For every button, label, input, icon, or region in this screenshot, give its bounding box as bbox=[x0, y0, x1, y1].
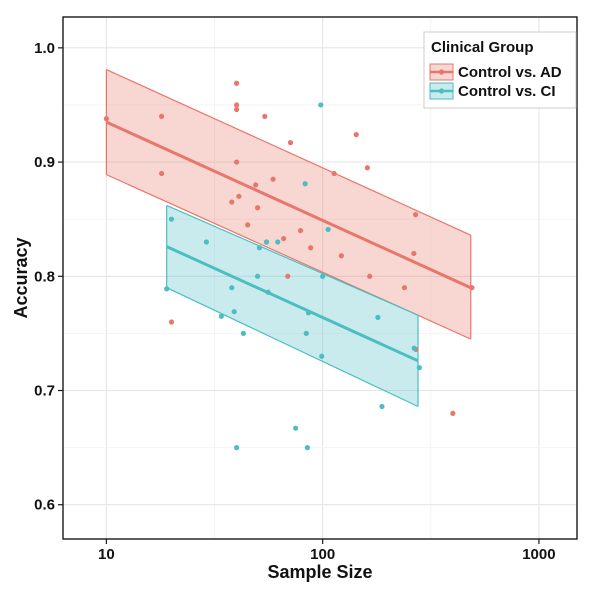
data-point-ad bbox=[233, 159, 240, 165]
y-axis-title: Accuracy bbox=[11, 237, 31, 318]
data-point-ad bbox=[411, 250, 417, 257]
plot-border bbox=[62, 16, 578, 540]
data-point-ci bbox=[203, 239, 209, 245]
data-point-ci bbox=[254, 273, 261, 279]
data-point-ad bbox=[281, 235, 287, 242]
data-point-ci bbox=[320, 273, 326, 279]
data-point-ci bbox=[325, 226, 331, 233]
y-tick-label: 0.9 bbox=[34, 154, 55, 171]
data-point-ad bbox=[285, 273, 291, 279]
legend-entry-ad: Control vs. AD bbox=[429, 63, 562, 81]
data-point-ci bbox=[168, 216, 175, 222]
confidence-upper-edge-ad bbox=[106, 68, 472, 236]
data-point-ad bbox=[412, 212, 419, 218]
data-point-ad bbox=[168, 319, 175, 325]
y-axis: 0.6 0.7 0.8 0.9 1.0 bbox=[34, 40, 63, 514]
data-point-ci bbox=[293, 425, 299, 431]
data-point-ad bbox=[159, 113, 165, 119]
x-axis-title: Sample Size bbox=[267, 562, 372, 582]
data-point-ci bbox=[304, 445, 310, 451]
x-tick-label: 1000 bbox=[522, 546, 555, 563]
fit-line-ci bbox=[166, 245, 419, 363]
data-point-ci bbox=[318, 102, 324, 108]
data-point-ad bbox=[103, 116, 109, 122]
data-point-ad bbox=[287, 140, 294, 146]
data-point-ad bbox=[262, 113, 268, 119]
data-point-ad bbox=[253, 182, 259, 188]
x-tick-label: 10 bbox=[98, 546, 115, 563]
y-tick-label: 1.0 bbox=[34, 40, 55, 57]
data-point-ad bbox=[450, 410, 456, 416]
fit-lines bbox=[105, 120, 472, 363]
data-point-ad bbox=[367, 273, 373, 279]
data-point-ad bbox=[364, 165, 370, 171]
x-tick-label: 100 bbox=[310, 546, 335, 563]
legend-entry-ci: Control vs. CI bbox=[429, 82, 556, 100]
data-point-ad bbox=[401, 285, 408, 291]
data-point-ci bbox=[416, 365, 422, 371]
data-point-ci bbox=[379, 403, 385, 410]
data-point-ad bbox=[236, 193, 242, 199]
data-point-ci bbox=[164, 286, 170, 292]
data-point-ad bbox=[469, 285, 475, 291]
legend-box bbox=[423, 31, 577, 109]
legend-entries: Control vs. AD Control vs. CI bbox=[429, 63, 562, 100]
legend-label-ci: Control vs. CI bbox=[458, 83, 556, 100]
legend-marker-ci bbox=[438, 88, 445, 94]
data-point-ci bbox=[375, 314, 381, 321]
legend-label-ad: Control vs. AD bbox=[458, 64, 562, 81]
data-point-ci bbox=[231, 309, 237, 315]
data-point-ci bbox=[233, 445, 240, 451]
y-tick-label: 0.6 bbox=[34, 497, 55, 514]
y-tick-label: 0.8 bbox=[34, 268, 55, 285]
data-point-ad bbox=[338, 253, 344, 259]
data-point-ci bbox=[305, 310, 312, 316]
data-point-ad bbox=[308, 245, 314, 251]
data-point-ad bbox=[233, 106, 240, 113]
data-point-ci bbox=[263, 239, 270, 245]
y-tick-label: 0.7 bbox=[34, 383, 55, 400]
fit-line-ad bbox=[105, 120, 472, 290]
data-point-ci bbox=[265, 289, 271, 295]
data-point-ci bbox=[411, 345, 417, 351]
data-point-ad bbox=[331, 170, 337, 177]
data-points bbox=[103, 80, 475, 451]
legend-title: Clinical Group bbox=[431, 39, 534, 56]
data-point-ci bbox=[256, 245, 263, 251]
confidence-upper-edge-ci bbox=[166, 204, 419, 316]
confidence-band-ci bbox=[166, 205, 419, 407]
data-point-ad bbox=[233, 80, 240, 86]
confidence-lower-edge-ci bbox=[166, 287, 419, 408]
data-point-ad bbox=[229, 199, 235, 205]
data-point-ad bbox=[245, 222, 251, 228]
data-point-ad bbox=[159, 170, 165, 177]
data-point-ad bbox=[254, 205, 261, 211]
data-point-ci bbox=[218, 313, 224, 319]
data-point-ad bbox=[270, 176, 276, 182]
data-point-ad bbox=[297, 227, 304, 234]
data-point-ad bbox=[233, 102, 240, 108]
data-point-ci bbox=[302, 181, 308, 187]
data-point-ci bbox=[319, 353, 325, 359]
legend-marker-ad bbox=[438, 69, 445, 75]
data-point-ad bbox=[353, 132, 359, 138]
data-point-ci bbox=[275, 239, 281, 245]
data-point-ci bbox=[240, 330, 246, 336]
data-point-ci bbox=[303, 330, 309, 336]
data-point-ci bbox=[229, 285, 235, 291]
x-axis: 10 100 1000 bbox=[98, 539, 556, 563]
